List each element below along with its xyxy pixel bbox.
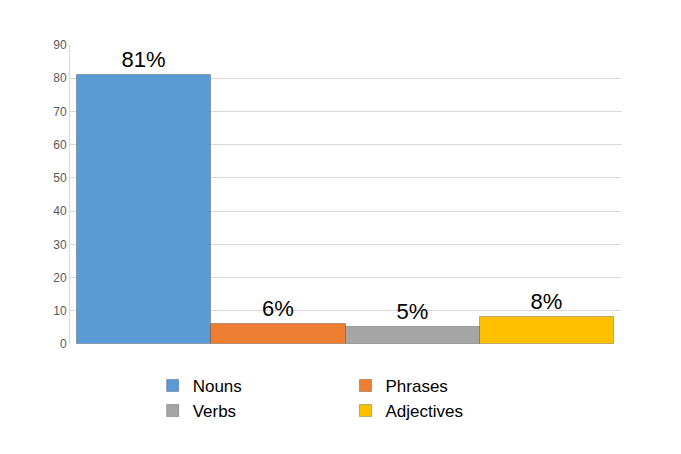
svg-text:81%: 81% (121, 47, 165, 72)
svg-text:6%: 6% (262, 296, 294, 321)
svg-text:5%: 5% (397, 299, 429, 324)
svg-text:60: 60 (53, 138, 67, 152)
svg-text:50: 50 (53, 171, 67, 185)
svg-text:20: 20 (53, 271, 67, 285)
svg-text:Phrases: Phrases (386, 377, 448, 396)
svg-text:Nouns: Nouns (193, 377, 242, 396)
svg-text:Adjectives: Adjectives (386, 402, 463, 421)
svg-text:8%: 8% (531, 289, 563, 314)
svg-text:90: 90 (53, 38, 67, 52)
svg-text:Verbs: Verbs (193, 402, 236, 421)
svg-text:40: 40 (53, 204, 67, 218)
svg-text:70: 70 (53, 105, 67, 119)
svg-text:0: 0 (60, 337, 67, 351)
svg-text:10: 10 (53, 304, 67, 318)
svg-text:80: 80 (53, 71, 67, 85)
svg-text:30: 30 (53, 238, 67, 252)
